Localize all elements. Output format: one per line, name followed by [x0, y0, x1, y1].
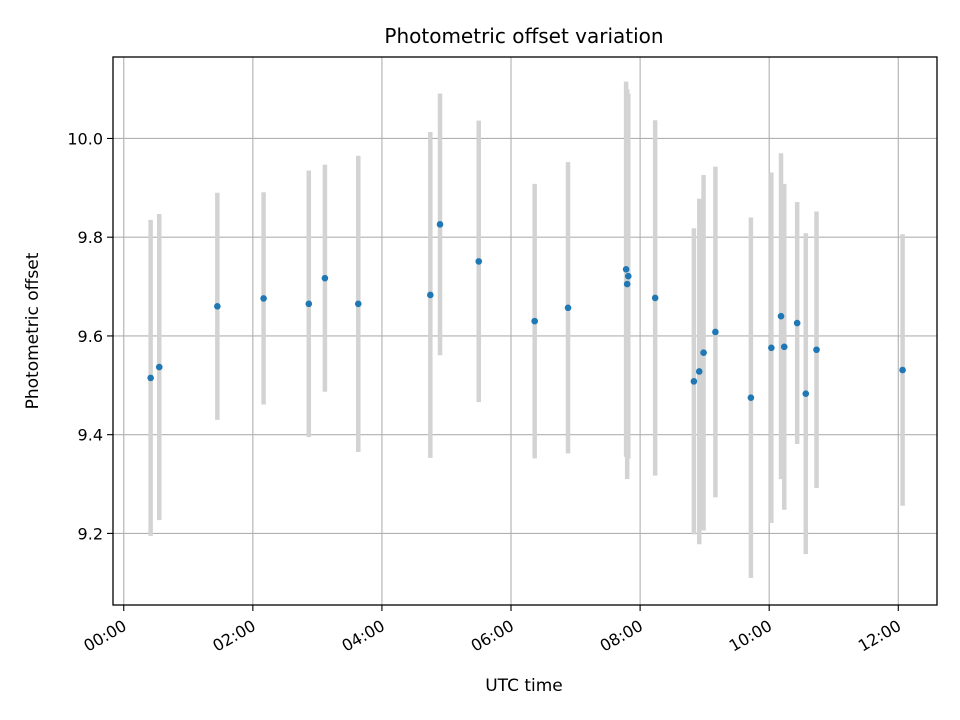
x-tick-label: 08:00: [597, 616, 646, 656]
chart-title: Photometric offset variation: [384, 24, 663, 48]
data-point: [214, 303, 221, 310]
data-point: [475, 258, 483, 265]
x-tick-label: 12:00: [855, 616, 904, 656]
axes-frame: [112, 56, 938, 606]
data-point: [305, 300, 313, 308]
x-tick-label: 00:00: [80, 616, 129, 656]
grid: [113, 57, 937, 605]
data-point: [651, 294, 659, 302]
data-point: [813, 346, 820, 354]
x-tick-label: 06:00: [468, 616, 517, 656]
data-point: [260, 295, 267, 302]
data-point: [564, 304, 572, 312]
y-tick-label: 9.2: [78, 524, 103, 543]
data-point: [899, 366, 906, 374]
data-point: [354, 300, 362, 308]
data-points: [147, 221, 906, 401]
data-point: [747, 394, 755, 401]
y-tick-label: 9.4: [78, 426, 103, 445]
x-tick-label: 02:00: [209, 616, 258, 656]
data-point: [624, 272, 632, 280]
data-point: [155, 363, 163, 371]
data-point: [712, 328, 719, 336]
data-point: [436, 221, 444, 228]
x-axis-ticks: 00:00 02:00 04:00 06:00 08:00 10:00 12:00: [80, 605, 904, 656]
data-point: [427, 291, 434, 299]
data-point: [531, 317, 538, 325]
y-axis-ticks: 9.2 9.4 9.6 9.8 10.0: [67, 129, 113, 543]
data-point: [623, 280, 631, 288]
data-point: [147, 374, 154, 382]
data-point: [690, 378, 698, 385]
data-point: [768, 344, 775, 352]
data-point: [793, 319, 801, 327]
data-point: [700, 349, 707, 357]
data-point: [321, 274, 329, 282]
x-tick-label: 10:00: [726, 616, 775, 656]
data-point: [777, 312, 785, 320]
data-point: [695, 368, 703, 375]
data-point: [780, 343, 788, 351]
y-tick-label: 9.6: [78, 327, 103, 346]
x-axis-title: UTC time: [485, 676, 563, 696]
data-point: [622, 265, 630, 273]
y-tick-label: 9.8: [78, 228, 103, 247]
data-point: [802, 390, 810, 397]
y-tick-label: 10.0: [67, 129, 103, 148]
x-tick-label: 04:00: [338, 616, 387, 656]
y-axis-title: Photometric offset: [23, 252, 43, 409]
error-bars: [148, 81, 905, 578]
